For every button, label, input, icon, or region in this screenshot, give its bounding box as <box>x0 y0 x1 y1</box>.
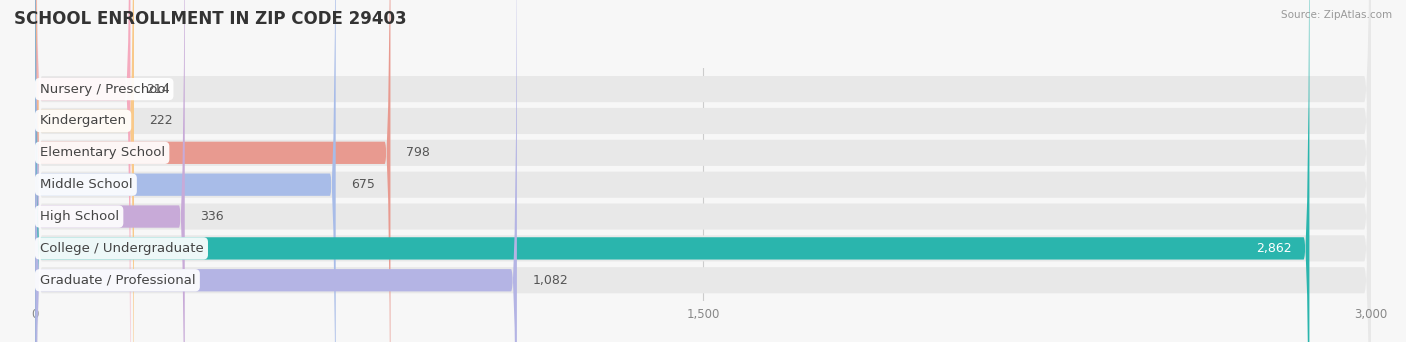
FancyBboxPatch shape <box>35 0 391 342</box>
Text: High School: High School <box>39 210 118 223</box>
FancyBboxPatch shape <box>35 0 517 342</box>
Text: Elementary School: Elementary School <box>39 146 165 159</box>
FancyBboxPatch shape <box>35 0 1371 342</box>
FancyBboxPatch shape <box>35 0 1371 342</box>
Text: Nursery / Preschool: Nursery / Preschool <box>39 83 169 96</box>
FancyBboxPatch shape <box>35 0 1371 342</box>
FancyBboxPatch shape <box>35 0 1371 342</box>
Text: 222: 222 <box>149 115 173 128</box>
Text: Middle School: Middle School <box>39 178 132 191</box>
FancyBboxPatch shape <box>35 0 134 342</box>
FancyBboxPatch shape <box>35 0 1371 342</box>
FancyBboxPatch shape <box>35 0 336 342</box>
Text: 675: 675 <box>352 178 375 191</box>
FancyBboxPatch shape <box>35 0 1371 342</box>
FancyBboxPatch shape <box>35 0 131 342</box>
Text: 214: 214 <box>146 83 170 96</box>
Text: Graduate / Professional: Graduate / Professional <box>39 274 195 287</box>
Text: 798: 798 <box>406 146 430 159</box>
Text: Source: ZipAtlas.com: Source: ZipAtlas.com <box>1281 10 1392 20</box>
Text: Kindergarten: Kindergarten <box>39 115 127 128</box>
FancyBboxPatch shape <box>35 0 1371 342</box>
FancyBboxPatch shape <box>35 0 1309 342</box>
Text: SCHOOL ENROLLMENT IN ZIP CODE 29403: SCHOOL ENROLLMENT IN ZIP CODE 29403 <box>14 10 406 28</box>
Text: 2,862: 2,862 <box>1256 242 1292 255</box>
FancyBboxPatch shape <box>35 0 184 342</box>
Text: 1,082: 1,082 <box>533 274 568 287</box>
Text: 336: 336 <box>200 210 224 223</box>
Text: College / Undergraduate: College / Undergraduate <box>39 242 204 255</box>
